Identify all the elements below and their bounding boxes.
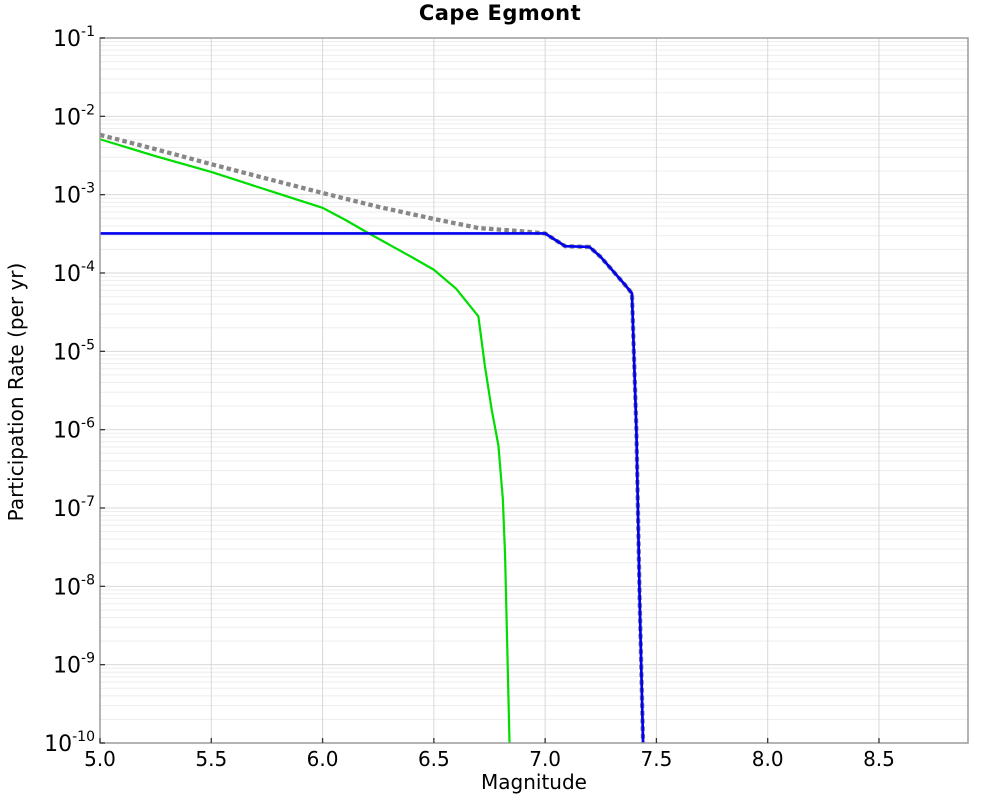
y-tick-label: 10-8 [53, 572, 95, 600]
y-tick-label: 10-2 [53, 102, 95, 130]
axis-ticks [99, 37, 880, 744]
y-tick-label: 10-4 [53, 259, 95, 287]
y-tick-label: 10-6 [53, 416, 95, 444]
y-tick-label: 10-1 [53, 24, 95, 52]
plot-background [100, 38, 968, 743]
y-tick-label: 10-7 [53, 494, 95, 522]
series-blue-solid-curve [100, 232, 645, 744]
y-gridlines-major [100, 115, 968, 666]
series-green-solid-curve [99, 138, 511, 744]
chart-title: Cape Egmont [418, 1, 582, 25]
x-axis-label: Magnitude [481, 770, 587, 794]
x-tick-labels: 5.0 5.5 6.0 6.5 7.0 7.5 8.0 8.5 [84, 747, 895, 771]
y-tick-label: 10-3 [53, 181, 95, 209]
x-tick-label: 5.0 [84, 747, 116, 771]
plot-frame [99, 37, 969, 744]
y-axis-label: Participation Rate (per yr) [4, 262, 28, 522]
x-tick-label: 7.5 [641, 747, 673, 771]
x-gridlines [210, 38, 880, 743]
x-tick-label: 8.5 [863, 747, 895, 771]
x-tick-label: 8.0 [752, 747, 784, 771]
x-tick-label: 6.5 [418, 747, 450, 771]
x-tick-label: 7.0 [529, 747, 561, 771]
x-tick-label: 5.5 [195, 747, 227, 771]
y-gridlines-minor [100, 41, 968, 720]
x-tick-label: 6.0 [307, 747, 339, 771]
y-tick-label: 10-5 [53, 337, 95, 365]
y-tick-labels: 10-110-210-310-410-510-610-710-810-910-1… [44, 24, 95, 757]
y-tick-label: 10-9 [53, 651, 95, 679]
